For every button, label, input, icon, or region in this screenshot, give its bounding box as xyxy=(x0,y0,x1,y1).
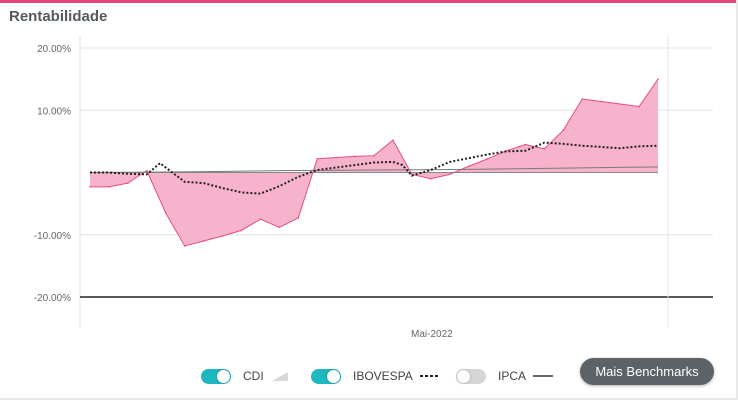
panel-right-border xyxy=(736,0,738,400)
panel-bottom-border xyxy=(0,398,738,400)
ipca-line xyxy=(89,166,659,173)
ibovespa-toggle[interactable] xyxy=(311,368,341,384)
top-accent-bar xyxy=(0,0,738,3)
cdi-point xyxy=(183,245,186,247)
cdi-point xyxy=(89,186,91,188)
toggle-knob xyxy=(457,369,470,383)
legend-label-cdi: CDI xyxy=(243,369,264,383)
y-tick-label: 10.00% xyxy=(37,106,71,117)
cdi-point xyxy=(486,158,489,160)
cdi-point xyxy=(240,229,243,232)
cdi-point xyxy=(524,143,527,146)
cdi-point xyxy=(392,139,394,141)
cdi-point xyxy=(638,105,640,108)
area-icon xyxy=(271,372,288,381)
more-benchmarks-button[interactable]: Mais Benchmarks xyxy=(580,358,714,385)
cdi-point xyxy=(259,218,262,220)
cdi-point xyxy=(373,154,375,157)
cdi-point xyxy=(164,212,167,214)
ipca-toggle[interactable] xyxy=(456,368,486,384)
x-tick-label: Mai-2022 xyxy=(411,329,453,340)
cdi-point xyxy=(297,217,300,219)
cdi-point xyxy=(335,156,337,159)
legend-label-ipca: IPCA xyxy=(498,369,527,383)
toggle-knob xyxy=(217,369,230,383)
cdi-point xyxy=(316,158,319,160)
cdi-point xyxy=(448,173,451,176)
chart-canvas: 20.00% 10.00% -10.00% -20.00% Mai-2022 xyxy=(34,35,713,340)
cdi-point xyxy=(430,177,432,180)
cdi-toggle[interactable] xyxy=(201,368,231,384)
cdi-point xyxy=(467,165,470,168)
cdi-point xyxy=(354,155,356,158)
y-tick-label: -10.00% xyxy=(34,231,71,242)
cdi-point xyxy=(146,169,148,172)
chart-title: Rentabilidade xyxy=(9,8,108,25)
cdi-point xyxy=(562,129,565,131)
cdi-point xyxy=(278,226,281,229)
cdi-point xyxy=(221,235,224,237)
toggle-knob xyxy=(327,369,340,383)
ibovespa-line xyxy=(90,141,659,195)
cdi-point xyxy=(600,100,602,103)
legend-item-ipca[interactable]: IPCA xyxy=(456,364,554,388)
y-tick-label: 20.00% xyxy=(37,44,71,55)
cdi-point xyxy=(543,148,546,150)
dotted-line-icon xyxy=(419,375,440,377)
cdi-point xyxy=(108,186,110,188)
legend-label-ibovespa: IBOVESPA xyxy=(353,369,413,383)
cdi-point xyxy=(657,78,659,80)
cdi-point xyxy=(127,182,129,184)
cdi-point xyxy=(619,103,621,105)
solid-line-icon xyxy=(533,375,554,377)
legend-item-ibovespa[interactable]: IBOVESPA xyxy=(311,364,441,388)
cdi-point xyxy=(202,240,205,242)
legend-item-cdi[interactable]: CDI xyxy=(201,364,290,388)
cdi-point xyxy=(581,98,584,100)
y-tick-label: -20.00% xyxy=(34,293,71,304)
